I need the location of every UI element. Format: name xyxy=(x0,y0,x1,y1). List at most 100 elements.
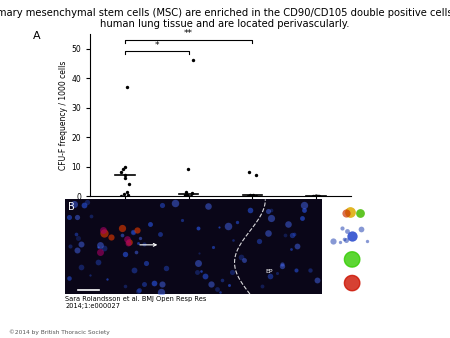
Point xyxy=(119,167,126,172)
Text: D: D xyxy=(329,226,334,232)
Point xyxy=(268,215,275,221)
Point xyxy=(281,233,288,238)
Point xyxy=(124,240,131,245)
Point xyxy=(194,225,202,231)
Point xyxy=(241,257,248,263)
Point xyxy=(87,213,94,218)
Point xyxy=(97,249,104,255)
Point xyxy=(72,232,79,237)
Point xyxy=(274,271,281,276)
Point xyxy=(298,215,305,221)
Point xyxy=(213,286,220,291)
Point xyxy=(123,189,130,194)
Point xyxy=(124,192,131,198)
Point xyxy=(246,192,253,198)
Point xyxy=(343,228,351,234)
Point xyxy=(66,275,73,281)
Point xyxy=(100,230,107,235)
Point xyxy=(157,289,164,294)
Point xyxy=(158,202,166,208)
Text: **: ** xyxy=(184,29,193,38)
Point xyxy=(244,193,252,199)
Point xyxy=(126,182,133,187)
Point xyxy=(183,192,190,197)
Point xyxy=(310,193,317,199)
Point xyxy=(141,281,148,287)
Point xyxy=(252,173,260,178)
Point xyxy=(94,259,102,265)
Point xyxy=(74,236,81,241)
Point xyxy=(207,282,215,287)
Point xyxy=(146,221,153,226)
Point xyxy=(238,255,245,260)
Point xyxy=(66,215,73,220)
Point xyxy=(181,192,189,198)
Point xyxy=(189,190,196,196)
Point xyxy=(346,209,353,214)
Text: BMJ Open
Respiratory
Research: BMJ Open Respiratory Research xyxy=(357,301,417,334)
Point xyxy=(253,193,260,199)
Point xyxy=(215,225,222,230)
Point xyxy=(278,261,285,266)
Point xyxy=(134,227,141,233)
Point xyxy=(136,287,143,292)
Point xyxy=(95,244,102,250)
Point xyxy=(193,269,200,275)
Point xyxy=(122,251,129,256)
Point xyxy=(285,222,292,227)
Point xyxy=(311,193,319,199)
Point xyxy=(123,84,130,90)
Point xyxy=(329,238,337,244)
Point xyxy=(86,272,94,277)
Point xyxy=(225,223,232,228)
Point xyxy=(247,207,254,213)
Point xyxy=(228,270,235,275)
Point xyxy=(314,193,321,199)
Point xyxy=(71,201,78,207)
Polygon shape xyxy=(344,252,360,267)
Point xyxy=(83,199,90,204)
Text: Sara Rolandsson et al. BMJ Open Resp Res
2014;1:e000027: Sara Rolandsson et al. BMJ Open Resp Res… xyxy=(65,296,207,309)
Point xyxy=(159,282,166,287)
Point xyxy=(122,283,129,289)
Point xyxy=(356,211,364,216)
Point xyxy=(66,243,73,248)
Point xyxy=(230,238,237,243)
Point xyxy=(209,245,216,250)
Point xyxy=(129,229,136,235)
Point xyxy=(189,58,196,63)
Text: Primary mesenchymal stem cells (MSC) are enriched in the CD90/CD105 double posit: Primary mesenchymal stem cells (MSC) are… xyxy=(0,8,450,19)
Text: A: A xyxy=(32,30,40,41)
Point xyxy=(136,236,144,241)
Point xyxy=(74,214,81,219)
Text: EP: EP xyxy=(266,269,273,274)
Point xyxy=(184,167,192,172)
Point xyxy=(77,241,85,246)
Point xyxy=(150,280,157,285)
Point xyxy=(73,247,81,252)
Text: B: B xyxy=(68,202,75,212)
Point xyxy=(135,240,142,245)
Point xyxy=(135,288,142,294)
Point xyxy=(265,230,272,236)
Point xyxy=(313,193,320,199)
Point xyxy=(118,225,125,231)
Point xyxy=(306,267,313,272)
Point xyxy=(312,193,319,199)
Point xyxy=(172,201,179,206)
Point xyxy=(358,226,365,232)
Point xyxy=(202,273,209,279)
Point xyxy=(204,203,212,209)
Point xyxy=(256,238,263,244)
Y-axis label: CFU-F frequency / 1000 cells: CFU-F frequency / 1000 cells xyxy=(59,60,68,170)
Point xyxy=(315,193,323,199)
Point xyxy=(218,277,225,283)
Point xyxy=(312,193,319,199)
Point xyxy=(162,265,169,271)
Point xyxy=(267,207,274,213)
Point xyxy=(122,176,129,181)
Point xyxy=(301,208,308,213)
Point xyxy=(348,233,356,239)
Point xyxy=(132,250,140,255)
Text: C: C xyxy=(329,203,333,208)
